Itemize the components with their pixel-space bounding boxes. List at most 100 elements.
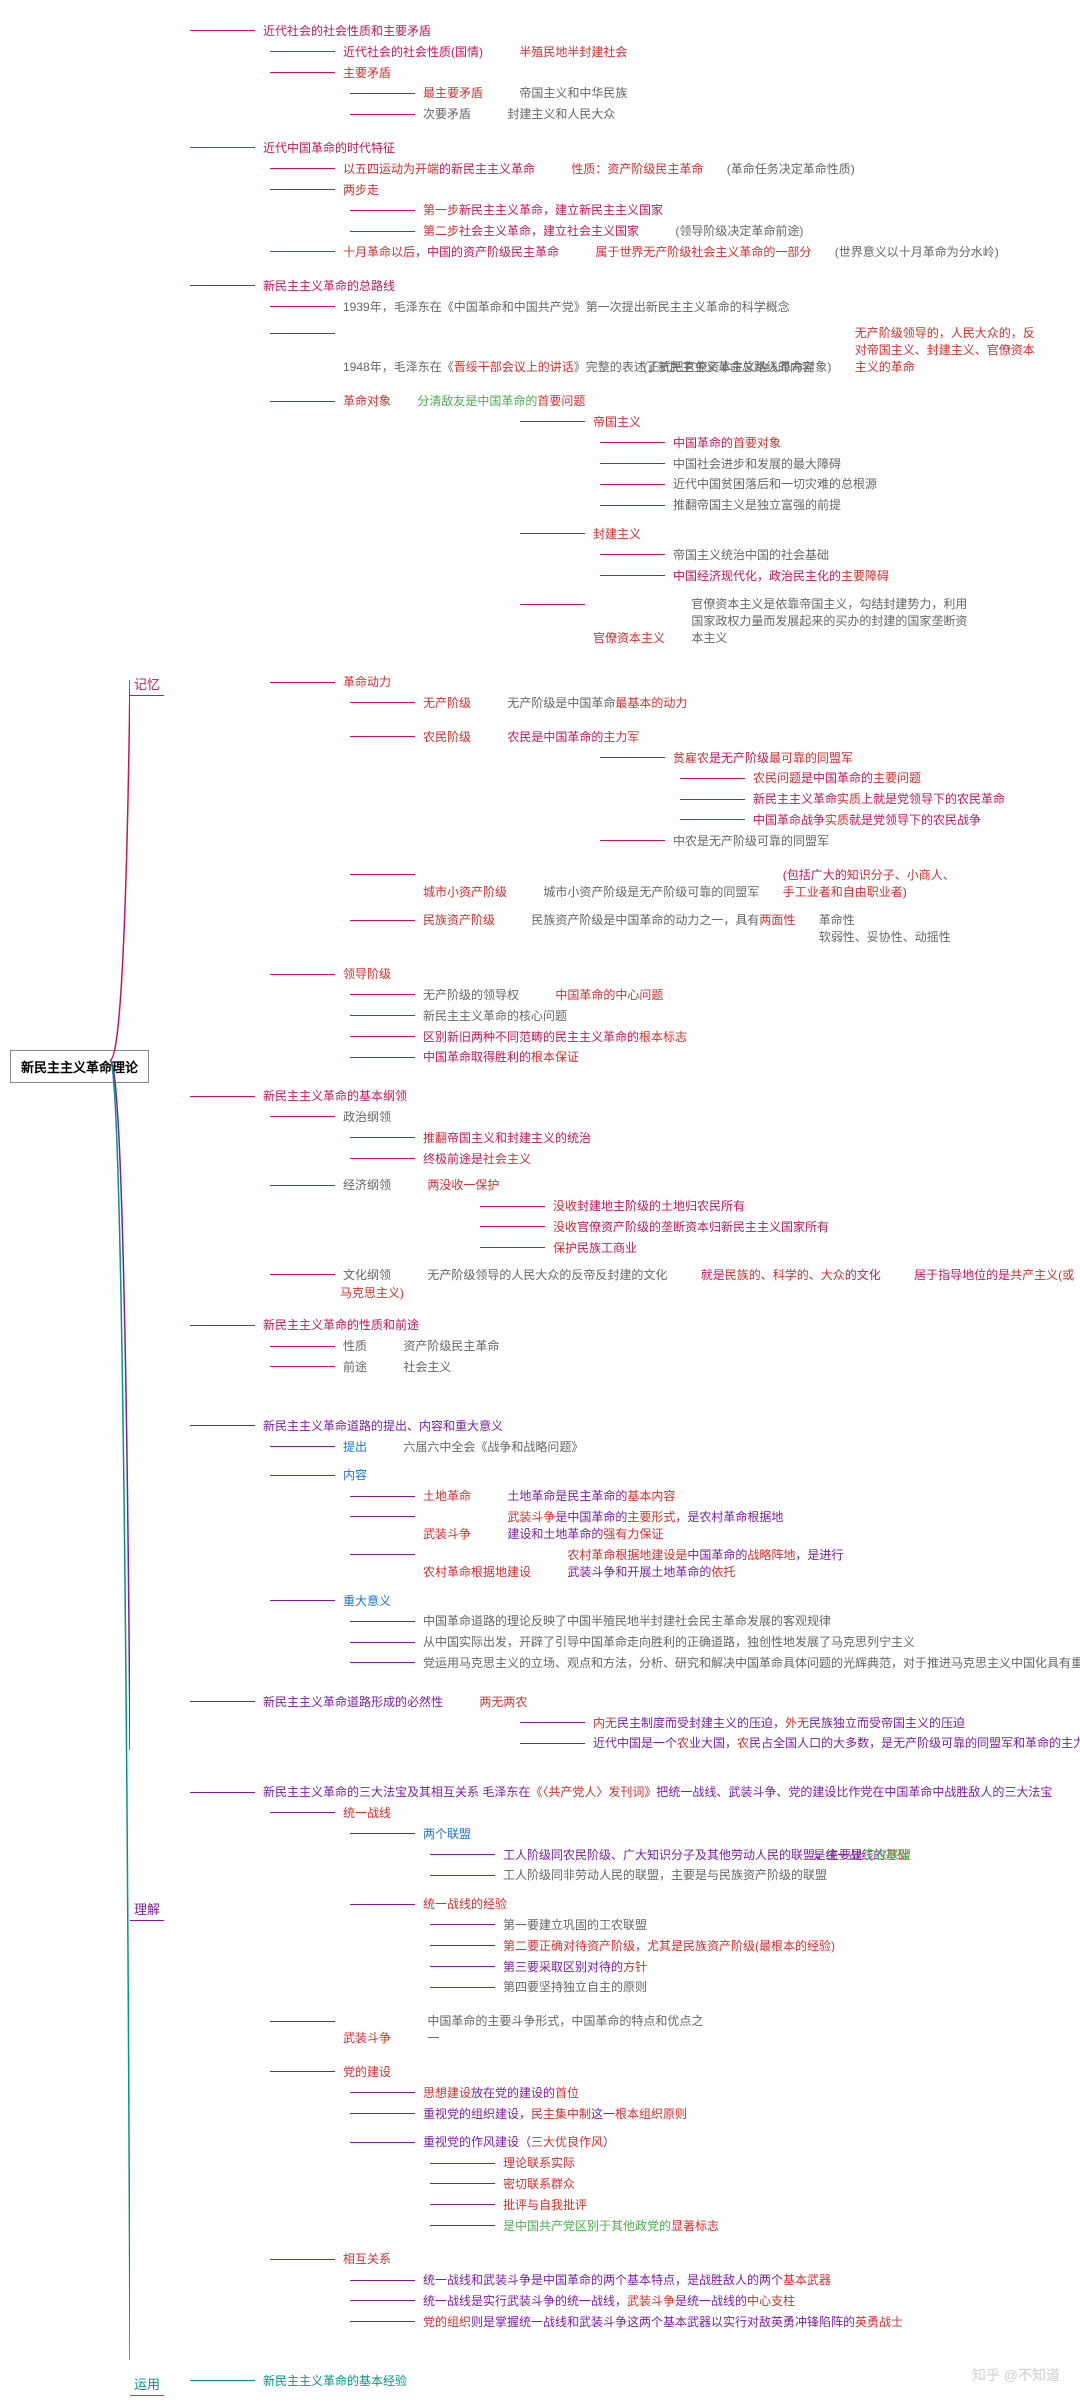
n4b1: 两没收一保护 <box>427 1178 499 1192</box>
n3e3: 区别新旧两种不同范畴的民主主义革命的根本标志 <box>420 1028 600 1047</box>
u3d: 相互关系 <box>340 2250 394 2269</box>
n2b: 两步走 <box>340 181 382 200</box>
u2a2: 近代中国是一个农业大国，农民占全国人口的大多数，是无产阶级可靠的同盟军和革命的主… <box>590 1734 870 1753</box>
n2b1: 第一步新民主主义革命，建立新民主主义国家 <box>420 201 666 220</box>
n5b1: 社会主义 <box>403 1360 451 1374</box>
n3d2a1b: 新民主主义革命实质上就是党领导下的农民革命 <box>750 790 930 809</box>
u1b1a: 土地革命是民主革命的基本内容 <box>507 1489 675 1503</box>
n3c3a: 官僚资本主义是依靠帝国主义，勾结封建势力，利用国家政权力量而发展起来的买办的封建… <box>691 595 971 646</box>
u1: 新民主主义革命道路的提出、内容和重大意义 <box>260 1417 506 1436</box>
n3c2: 封建主义 <box>590 525 644 544</box>
n4b1a: 没收封建地主阶级的土地归农民所有 <box>550 1197 748 1216</box>
u3c3: 重视党的作风建设（三大优良作风） <box>420 2133 618 2152</box>
u1a1: 六届六中全会《战争和战略问题》 <box>403 1440 583 1454</box>
n4a: 政治纲领 <box>340 1108 394 1127</box>
u3a1a: 工人阶级同农民阶级、广大知识分子及其他劳动人民的联盟，主要是工农联盟 <box>500 1846 780 1865</box>
u3a2: 统一战线的经验 <box>420 1895 510 1914</box>
n2c1n: (世界意义以十月革命为分水岭) <box>835 245 999 259</box>
n3c2b: 中国经济现代化，政治民主化的主要障碍 <box>670 567 892 586</box>
u3a1: 两个联盟 <box>420 1825 474 1844</box>
n5b: 前途 <box>340 1358 370 1377</box>
u3: 新民主主义革命的三大法宝及其相互关系 毛泽东在《〈共产党人〉发刊词》把统一战线、… <box>260 1783 480 1802</box>
n3b: 1948年，毛泽东在《晋绥干部会议上的讲话》完整的表述了新民主主义革命总路线的内… <box>340 358 620 377</box>
n4c1: 无产阶级领导的人民大众的反帝反封建的文化 <box>427 1268 667 1282</box>
n3c1a: 中国革命的首要对象 <box>670 434 784 453</box>
u3a: 统一战线 <box>340 1804 394 1823</box>
u1b3a: 农村革命根据地建设是中国革命的战略阵地，是进行武装斗争和开展土地革命的依托 <box>567 1546 847 1580</box>
n3: 新民主主义革命的总路线 <box>260 277 398 296</box>
level1-yunyong: 运用 <box>130 2372 164 2396</box>
n4b: 经济纲领 <box>340 1176 394 1195</box>
n5a1: 资产阶级民主革命 <box>403 1339 499 1353</box>
n5: 新民主主义革命的性质和前途 <box>260 1316 422 1335</box>
u2: 新民主主义革命道路形成的必然性 <box>260 1693 446 1712</box>
n3d2a1: 贫雇农是无产阶级最可靠的同盟军 <box>670 749 856 768</box>
n3d4: 民族资产阶级 <box>420 911 498 930</box>
n3d3n: (包括广大的知识分子、小商人、手工业者和自由职业者) <box>783 866 963 900</box>
root-node: 新民主主义革命理论 <box>10 1050 149 1083</box>
n3c1c: 近代中国贫困落后和一切灾难的总根源 <box>670 475 880 494</box>
n2b2n: (领导阶级决定革命前途) <box>675 224 803 238</box>
u3b: 武装斗争 <box>340 2029 394 2048</box>
u1b: 内容 <box>340 1466 370 1485</box>
n3d1: 无产阶级 <box>420 694 474 713</box>
n3c1d: 推翻帝国主义是独立富强的前提 <box>670 496 844 515</box>
n1b: 主要矛盾 <box>340 64 394 83</box>
n1b1v: 帝国主义和中华民族 <box>519 86 627 100</box>
n3c: 革命对象 <box>340 392 394 411</box>
n3c3: 官僚资本主义 <box>590 629 668 648</box>
u3c3a: 理论联系实际 <box>500 2154 578 2173</box>
n3d4a1: 革命性 <box>819 911 951 928</box>
n3e1: 无产阶级的领导权 <box>420 986 522 1005</box>
u3c3c: 批评与自我批评 <box>500 2196 590 2215</box>
n4: 新民主主义革命的基本纲领 <box>260 1087 410 1106</box>
n3b2: 无产阶级领导的，人民大众的，反对帝国主义、封建主义、官僚资本主义的革命 <box>855 324 1035 375</box>
u2a: 两无两农 <box>479 1695 527 1709</box>
u3d2: 统一战线是实行武装斗争的统一战线，武装斗争是统一战线的中心支柱 <box>420 2292 700 2311</box>
n3d3a: 城市小资产阶级是无产阶级可靠的同盟军 <box>543 885 759 899</box>
n3c1b: 中国社会进步和发展的最大障碍 <box>670 455 844 474</box>
n2a1: 性质：资产阶级民主革命 <box>571 162 703 176</box>
u1c2: 从中国实际出发，开辟了引导中国革命走向胜利的正确道路，独创性地发展了马克思列宁主… <box>420 1633 700 1652</box>
n4b1b: 没收官僚资产阶级的垄断资本归新民主主义国家所有 <box>550 1218 730 1237</box>
n3d3: 城市小资产阶级 <box>420 883 510 902</box>
u1b2a: 武装斗争是中国革命的主要形式，是农村革命根据地建设和土地革命的强有力保证 <box>507 1508 787 1542</box>
n3c1: 帝国主义 <box>590 413 644 432</box>
u3a2c: 第三要采取区别对待的方针 <box>500 1958 650 1977</box>
u1c: 重大意义 <box>340 1592 394 1611</box>
level1-lijie: 理解 <box>130 1897 164 1921</box>
u2a1: 内无民主制度而受封建主义的压迫，外无民族独立而受帝国主义的压迫 <box>590 1714 870 1733</box>
n2a: 以五四运动为开端的新民主主义革命 <box>340 160 538 179</box>
n3e: 领导阶级 <box>340 965 394 984</box>
n4a2: 终极前途是社会主义 <box>420 1150 534 1169</box>
root-connectors <box>0 0 130 2400</box>
n4b1c: 保护民族工商业 <box>550 1239 640 1258</box>
n3d2b: 中农是无产阶级可靠的同盟军 <box>670 832 832 851</box>
level1-jiyi: 记忆 <box>130 672 164 696</box>
u1a: 提出 <box>340 1438 370 1457</box>
watermark: 知乎 @不知道 <box>972 2365 1060 2385</box>
n1b1: 最主要矛盾 <box>420 84 486 103</box>
u3b1: 中国革命的主要斗争形式，中国革命的特点和优点之一 <box>427 2012 707 2046</box>
u1c1: 中国革命道路的理论反映了中国半殖民地半封建社会民主革命发展的客观规律 <box>420 1612 700 1631</box>
u3a2b: 第二要正确对待资产阶级，尤其是民族资产阶级(最根本的经验) <box>500 1937 680 1956</box>
n1a: 近代社会的社会性质(国情) <box>340 43 486 62</box>
n3e4: 中国革命取得胜利的根本保证 <box>420 1048 582 1067</box>
u3c1: 思想建设放在党的建设的首位 <box>420 2084 582 2103</box>
n5a: 性质 <box>340 1337 370 1356</box>
n4c: 文化纲领 <box>340 1266 394 1285</box>
n3e2: 新民主主义革命的核心问题 <box>420 1007 570 1026</box>
u3c: 党的建设 <box>340 2063 394 2082</box>
n2b2: 第二步社会主义革命，建立社会主义国家 <box>420 222 642 241</box>
n3c2a: 帝国主义统治中国的社会基础 <box>670 546 832 565</box>
n4c2: 就是民族的、科学的、大众的文化 <box>701 1268 881 1282</box>
u1b1: 土地革命 <box>420 1487 474 1506</box>
n3e1a: 中国革命的中心问题 <box>555 988 663 1002</box>
u3c2: 重视党的组织建设，民主集中制这一根本组织原则 <box>420 2105 600 2124</box>
n1a1: 半殖民地半封建社会 <box>519 45 627 59</box>
u3c3b: 密切联系群众 <box>500 2175 578 2194</box>
u3a2a: 第一要建立巩固的工农联盟 <box>500 1916 650 1935</box>
n3d2: 农民阶级 <box>420 728 474 747</box>
n3d2a1c: 中国革命战争实质就是党领导下的农民战争 <box>750 811 984 830</box>
u1b2: 武装斗争 <box>420 1525 474 1544</box>
